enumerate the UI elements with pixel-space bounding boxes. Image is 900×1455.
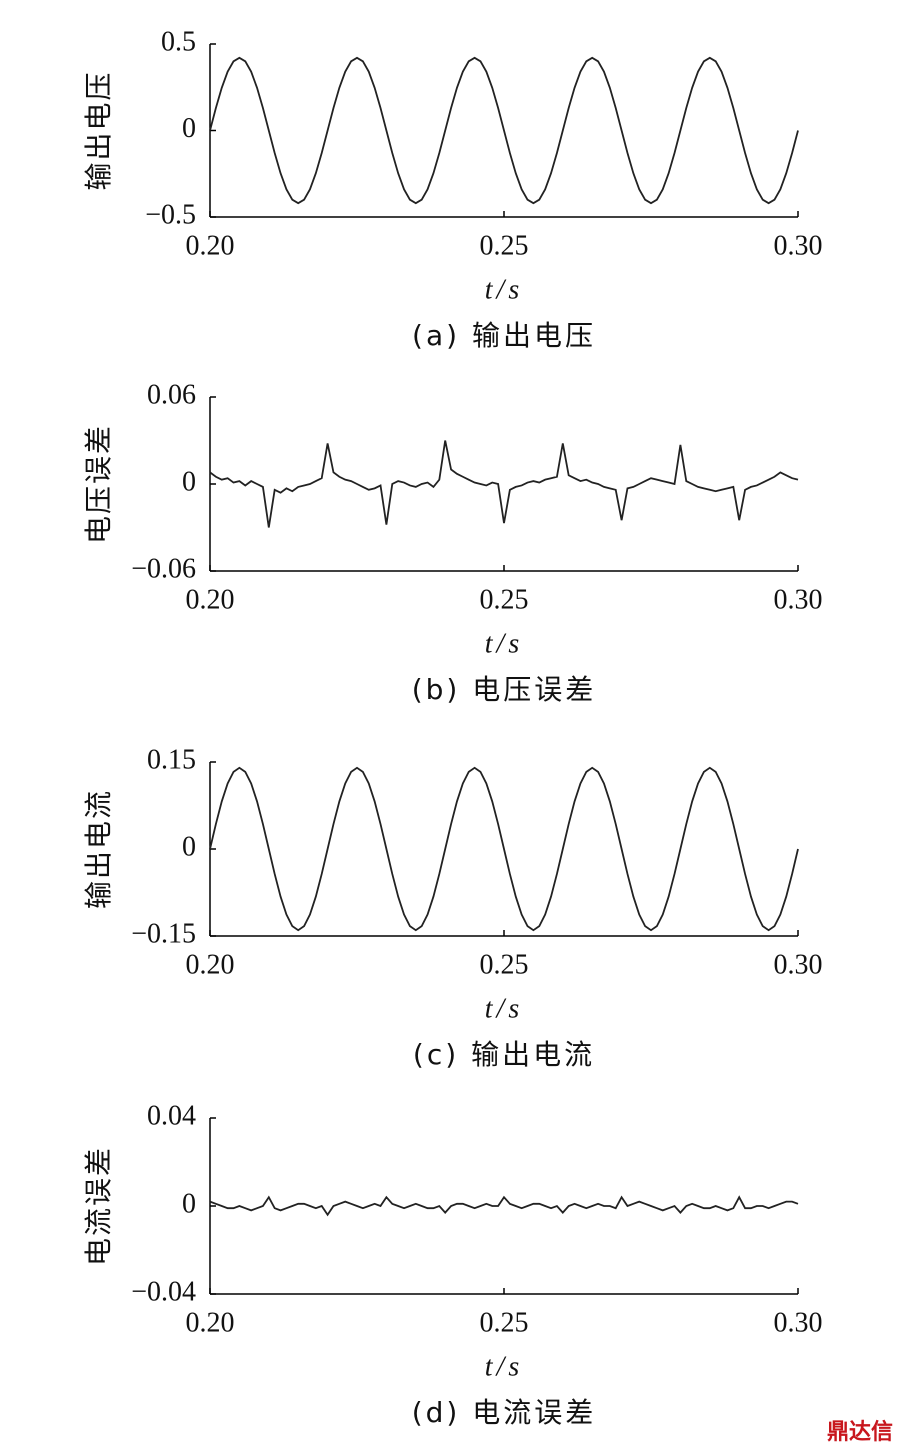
- caption: (a) 输出电压: [412, 319, 596, 352]
- data-line: [209, 766, 799, 932]
- x-tick-label: 0.20: [186, 584, 235, 615]
- y-tick-label: 0.06: [147, 379, 196, 410]
- x-tick-label: 0.20: [186, 1307, 235, 1338]
- data-line: [209, 440, 799, 528]
- y-tick-label: 0: [182, 113, 196, 144]
- y-tick-label: 0: [182, 1188, 196, 1219]
- y-tick-label: 0: [182, 466, 196, 497]
- x-tick-label: 0.25: [480, 230, 529, 261]
- x-tick-label: 0.30: [774, 1307, 823, 1338]
- x-tick-label: 0.20: [186, 949, 235, 980]
- x-axis-label: t/s: [485, 1351, 523, 1382]
- y-axis-label: 输出电压: [82, 70, 115, 190]
- y-tick-label: 0.15: [147, 744, 196, 775]
- y-tick-label: 0.04: [147, 1100, 196, 1131]
- y-tick-label: −0.5: [145, 199, 196, 230]
- x-tick-label: 0.30: [774, 584, 823, 615]
- y-axis-label: 电压误差: [82, 424, 115, 544]
- watermark: 鼎达信: [827, 1419, 893, 1445]
- caption: (c) 输出电流: [413, 1038, 595, 1071]
- y-tick-label: 0.5: [161, 26, 196, 57]
- y-axis-label: 电流误差: [82, 1146, 115, 1266]
- caption: (d) 电流误差: [412, 1396, 597, 1429]
- y-tick-label: −0.15: [131, 918, 196, 949]
- x-axis-label: t/s: [485, 993, 523, 1024]
- caption: (b) 电压误差: [412, 673, 597, 706]
- x-tick-label: 0.30: [774, 230, 823, 261]
- y-tick-label: −0.04: [131, 1276, 196, 1307]
- y-axis-label: 输出电流: [82, 789, 115, 909]
- x-tick-label: 0.30: [774, 949, 823, 980]
- data-line: [209, 1195, 799, 1217]
- x-tick-label: 0.25: [480, 1307, 529, 1338]
- data-line: [209, 56, 799, 205]
- y-tick-label: 0: [182, 831, 196, 862]
- x-tick-label: 0.25: [480, 949, 529, 980]
- x-tick-label: 0.25: [480, 584, 529, 615]
- x-axis-label: t/s: [485, 274, 523, 305]
- x-tick-label: 0.20: [186, 230, 235, 261]
- y-tick-label: −0.06: [131, 553, 196, 584]
- x-axis-label: t/s: [485, 628, 523, 659]
